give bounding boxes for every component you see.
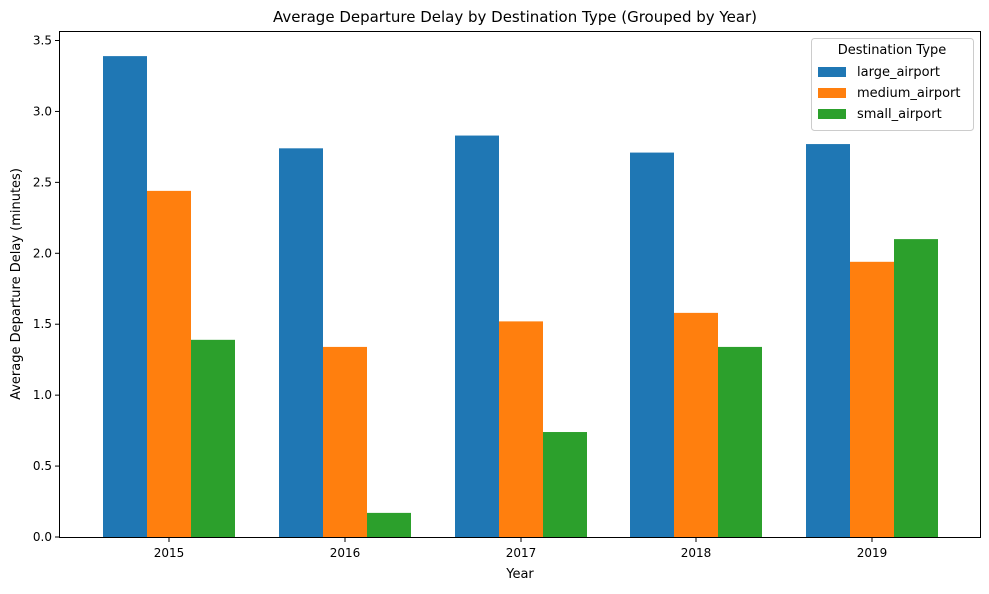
legend-swatch-large_airport	[818, 67, 846, 77]
bar-large_airport-2019	[806, 144, 850, 537]
x-tick-label: 2019	[857, 546, 888, 560]
bars-layer	[103, 56, 938, 537]
y-tick-label: 2.0	[33, 246, 52, 260]
bar-large_airport-2018	[630, 152, 674, 537]
bar-medium_airport-2016	[323, 346, 367, 537]
bar-medium_airport-2019	[850, 261, 894, 537]
y-tick-label: 1.5	[33, 317, 52, 331]
bar-medium_airport-2017	[499, 321, 543, 537]
bar-medium_airport-2015	[147, 190, 191, 537]
legend-swatch-medium_airport	[818, 88, 846, 98]
bar-small_airport-2018	[718, 346, 762, 537]
legend-swatch-small_airport	[818, 109, 846, 119]
bar-medium_airport-2018	[674, 312, 718, 537]
y-tick-label: 3.0	[33, 104, 52, 118]
x-tick-label: 2016	[330, 546, 361, 560]
bar-small_airport-2019	[894, 239, 938, 537]
bar-small_airport-2015	[191, 339, 235, 537]
x-tick-label: 2018	[681, 546, 712, 560]
y-axis-label: Average Departure Delay (minutes)	[9, 168, 24, 400]
bar-large_airport-2016	[279, 148, 323, 537]
y-tick-label: 2.5	[33, 175, 52, 189]
legend-label: large_airport	[857, 65, 940, 80]
x-axis-label: Year	[505, 567, 534, 582]
bar-small_airport-2017	[543, 432, 587, 537]
y-axis: 0.0 0.5 1.0 1.5 2.0 2.5 3.0 3.5	[33, 34, 60, 544]
bar-large_airport-2017	[455, 135, 499, 537]
legend-label: small_airport	[857, 107, 942, 122]
legend-label: medium_airport	[857, 86, 961, 101]
legend-title: Destination Type	[838, 43, 947, 58]
y-tick-label: 1.0	[33, 388, 52, 402]
bar-large_airport-2015	[103, 56, 147, 537]
bar-small_airport-2016	[367, 512, 411, 537]
legend-frame	[811, 38, 974, 131]
legend: Destination Type large_airport medium_air…	[811, 38, 974, 131]
x-axis: 2015 2016 2017 2018 2019	[154, 537, 888, 560]
y-tick-label: 0.0	[33, 530, 52, 544]
x-tick-label: 2017	[506, 546, 537, 560]
y-tick-label: 3.5	[33, 34, 52, 48]
y-tick-label: 0.5	[33, 459, 52, 473]
chart-title: Average Departure Delay by Destination T…	[273, 8, 757, 26]
legend-entries: large_airport medium_airport small_airport	[818, 65, 961, 122]
plot-frame	[59, 31, 981, 538]
x-tick-label: 2015	[154, 546, 185, 560]
